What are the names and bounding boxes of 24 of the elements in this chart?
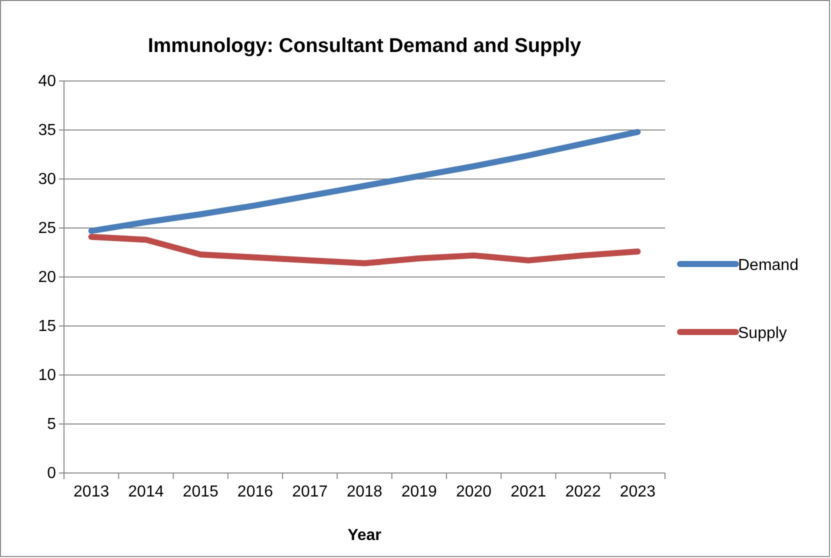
x-tick-label: 2017 xyxy=(292,483,328,500)
y-tick-label: 40 xyxy=(38,73,56,90)
y-tick-label: 0 xyxy=(47,465,56,482)
y-tick-label: 5 xyxy=(47,416,56,434)
x-tick-label: 2016 xyxy=(237,483,274,500)
x-tick-label: 2023 xyxy=(620,483,656,500)
y-tick-label: 15 xyxy=(38,318,56,336)
x-tick-label: 2022 xyxy=(565,483,601,500)
chart-title: Immunology: Consultant Demand and Supply xyxy=(148,35,582,57)
y-tick-label: 25 xyxy=(38,220,56,238)
legend-label: Supply xyxy=(738,325,787,342)
x-tick-label: 2014 xyxy=(128,483,164,500)
y-tick-label: 30 xyxy=(38,171,56,188)
y-tick-label: 35 xyxy=(38,122,56,140)
x-tick-label: 2021 xyxy=(510,483,546,500)
x-axis-title: Year xyxy=(348,527,382,544)
y-tick-label: 10 xyxy=(38,367,56,384)
x-tick-label: 2015 xyxy=(182,483,218,500)
x-tick-label: 2019 xyxy=(401,483,438,500)
x-tick-label: 2013 xyxy=(74,483,110,500)
y-tick-label: 20 xyxy=(38,269,56,286)
x-tick-label: 2018 xyxy=(346,483,382,500)
x-tick-label: 2020 xyxy=(456,483,492,500)
legend-label: Demand xyxy=(738,257,798,274)
